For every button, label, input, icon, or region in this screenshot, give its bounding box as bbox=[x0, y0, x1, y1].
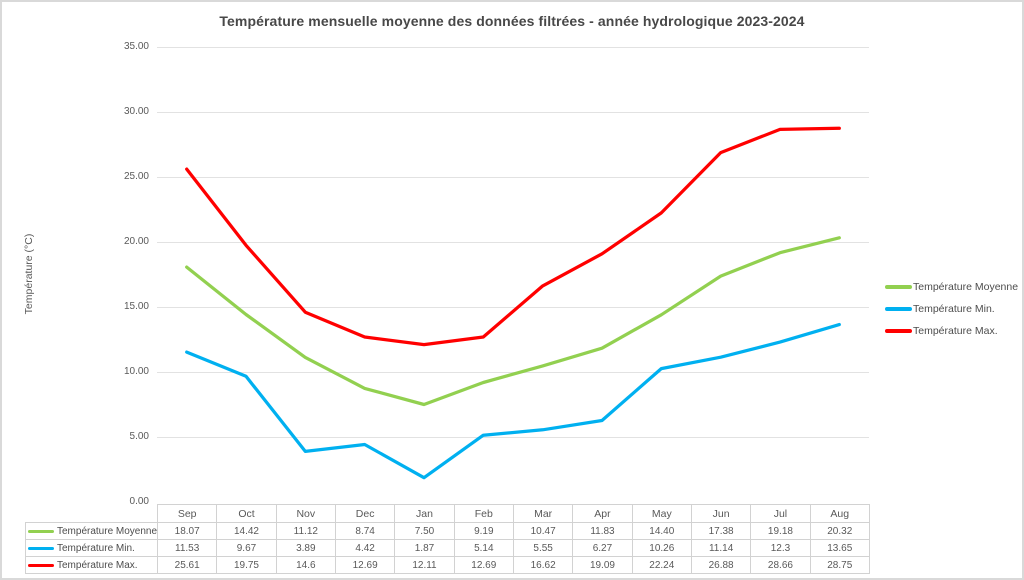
value-cell: 9.19 bbox=[453, 522, 514, 540]
month-header-cell: Mar bbox=[512, 504, 574, 523]
value-cell: 14.42 bbox=[216, 522, 277, 540]
value-cell: 14.6 bbox=[275, 556, 336, 574]
value-cell: 5.55 bbox=[512, 539, 574, 557]
month-header-cell: Oct bbox=[216, 504, 277, 523]
series-key-swatch bbox=[28, 546, 54, 550]
data-table-corner bbox=[26, 505, 158, 523]
month-header-cell: Aug bbox=[809, 504, 870, 523]
y-tick-label: 10.00 bbox=[123, 366, 149, 377]
value-cell: 8.74 bbox=[334, 522, 396, 540]
month-header-cell: Jun bbox=[690, 504, 752, 523]
value-cell: 19.18 bbox=[750, 522, 811, 540]
value-cell: 6.27 bbox=[572, 539, 633, 557]
value-cell: 28.66 bbox=[750, 556, 811, 574]
series-label-cell: Température Min. bbox=[25, 539, 158, 557]
series-name: Température Min. bbox=[57, 542, 135, 554]
y-tick-label: 5.00 bbox=[129, 431, 149, 442]
value-cell: 11.83 bbox=[572, 522, 633, 540]
y-tick-label: 15.00 bbox=[123, 301, 149, 312]
value-cell: 20.32 bbox=[809, 522, 870, 540]
series-name: Température Max. bbox=[57, 559, 138, 571]
series-line-temp-rature-min bbox=[185, 322, 841, 480]
value-cell: 22.24 bbox=[631, 556, 692, 574]
month-header-cell: Apr bbox=[572, 504, 633, 523]
value-cell: 11.12 bbox=[275, 522, 336, 540]
value-cell: 10.26 bbox=[631, 539, 692, 557]
month-header-cell: May bbox=[631, 504, 692, 523]
value-cell: 11.53 bbox=[156, 539, 218, 557]
chart-title: Température mensuelle moyenne des donnée… bbox=[219, 13, 805, 29]
value-cell: 1.87 bbox=[394, 539, 455, 557]
value-cell: 3.89 bbox=[275, 539, 336, 557]
series-line-temp-rature-max bbox=[185, 126, 841, 347]
data-table-row-temp-rature-moyenne: Température Moyenne 18.07 14.42 11.12 8.74 7.… bbox=[25, 522, 870, 540]
value-cell: 25.61 bbox=[156, 556, 218, 574]
value-cell: 19.09 bbox=[572, 556, 633, 574]
legend-item-temp-rature-max: Température Max. bbox=[885, 320, 1018, 342]
legend-item-label: Température Max. bbox=[913, 325, 998, 337]
month-header-cell: Sep bbox=[156, 504, 218, 523]
legend-item-label: Température Min. bbox=[913, 303, 995, 315]
value-cell: 10.47 bbox=[512, 522, 574, 540]
legend-line-swatch bbox=[885, 329, 912, 333]
y-tick-label: 25.00 bbox=[123, 171, 149, 182]
legend-item-label: Température Moyenne bbox=[913, 281, 1019, 293]
value-cell: 12.69 bbox=[334, 556, 396, 574]
data-table: Sep Oct Nov Dec Jan Feb Mar Apr May Jun Jul Aug Temp… bbox=[25, 504, 870, 574]
legend-item-temp-rature-min: Température Min. bbox=[885, 298, 1018, 320]
series-label-cell: Température Max. bbox=[25, 556, 158, 574]
value-cell: 18.07 bbox=[156, 522, 218, 540]
value-cell: 12.11 bbox=[394, 556, 455, 574]
value-cell: 12.3 bbox=[750, 539, 811, 557]
series-name: Température Moyenne bbox=[57, 525, 158, 537]
series-line-temp-rature-moyenne bbox=[185, 236, 841, 407]
month-header-cell: Dec bbox=[334, 504, 396, 523]
y-tick-label: 30.00 bbox=[123, 106, 149, 117]
data-table-header-row: Sep Oct Nov Dec Jan Feb Mar Apr May Jun Jul Aug bbox=[26, 504, 870, 523]
y-tick-label: 35.00 bbox=[123, 41, 149, 52]
series-key-swatch bbox=[28, 529, 54, 533]
month-header-cell: Feb bbox=[453, 504, 514, 523]
value-cell: 11.14 bbox=[690, 539, 752, 557]
month-header-cell: Jul bbox=[750, 504, 811, 523]
data-table-row-temp-rature-max: Température Max. 25.61 19.75 14.6 12.69 12.11… bbox=[25, 556, 870, 574]
plot-area bbox=[157, 47, 869, 480]
value-cell: 28.75 bbox=[809, 556, 870, 574]
value-cell: 16.62 bbox=[512, 556, 574, 574]
value-cell: 26.88 bbox=[690, 556, 752, 574]
y-tick-label: 0.00 bbox=[129, 496, 149, 507]
data-table-row-temp-rature-min: Température Min. 11.53 9.67 3.89 4.42 1.87 5.1… bbox=[25, 539, 870, 557]
value-cell: 12.69 bbox=[453, 556, 514, 574]
value-cell: 4.42 bbox=[334, 539, 396, 557]
y-tick-label: 20.00 bbox=[123, 236, 149, 247]
legend-line-swatch bbox=[885, 307, 912, 311]
series-key-swatch bbox=[28, 563, 54, 567]
month-header-cell: Nov bbox=[275, 504, 336, 523]
legend-line-swatch bbox=[885, 285, 912, 289]
value-cell: 13.65 bbox=[809, 539, 870, 557]
value-cell: 14.40 bbox=[631, 522, 692, 540]
value-cell: 5.14 bbox=[453, 539, 514, 557]
legend: Température Moyenne Température Min. Tempé… bbox=[885, 276, 1018, 342]
value-cell: 7.50 bbox=[394, 522, 455, 540]
value-cell: 9.67 bbox=[216, 539, 277, 557]
series-label-cell: Température Moyenne bbox=[25, 522, 158, 540]
y-axis-title: Température (°C) bbox=[23, 233, 35, 315]
value-cell: 17.38 bbox=[690, 522, 752, 540]
month-header-cell: Jan bbox=[394, 504, 455, 523]
value-cell: 19.75 bbox=[216, 556, 277, 574]
legend-item-temp-rature-moyenne: Température Moyenne bbox=[885, 276, 1018, 298]
